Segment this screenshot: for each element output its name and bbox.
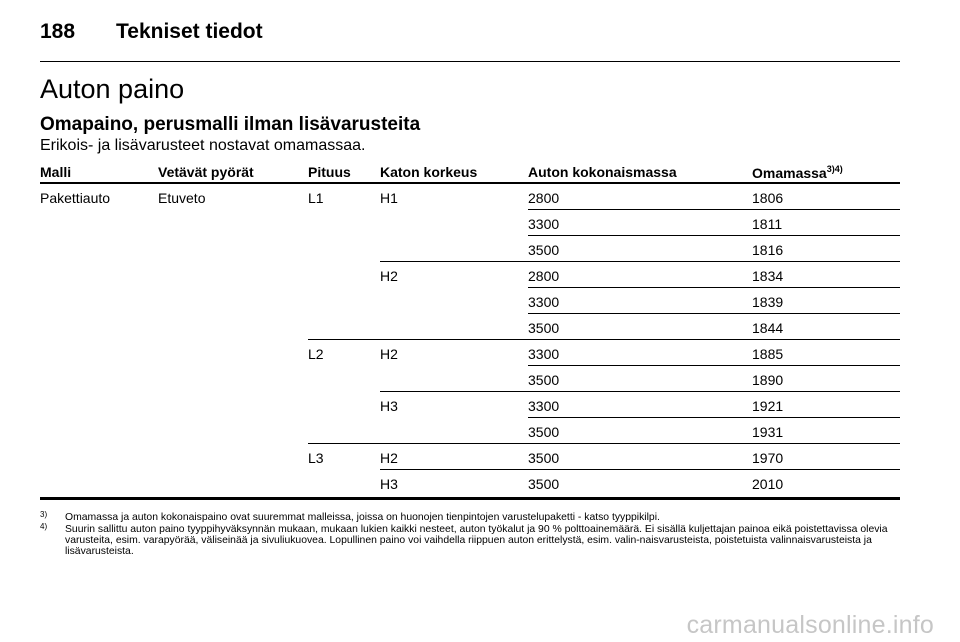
- omamassa-footnote-refs: 3)4): [826, 164, 843, 174]
- cell-omamassa: 1816: [752, 242, 784, 258]
- row-divider: [528, 209, 900, 210]
- cell-omamassa: 2010: [752, 476, 784, 492]
- cell-kokonaismassa: 3300: [528, 398, 560, 414]
- cell-omamassa: 1844: [752, 320, 784, 336]
- cell-pituus: L2: [308, 346, 324, 362]
- footnote-mark: 4): [40, 522, 48, 531]
- row-divider: [528, 365, 900, 366]
- cell-omamassa: 1806: [752, 190, 784, 206]
- cell-omamassa: 1890: [752, 372, 784, 388]
- cell-kokonaismassa: 3500: [528, 372, 560, 388]
- row-divider: [528, 417, 900, 418]
- row-divider: [308, 339, 900, 340]
- section-title: Auton paino: [40, 74, 185, 104]
- column-header-omamassa: Omamassa3)4): [752, 164, 843, 181]
- row-divider: [380, 261, 900, 262]
- cell-vetavat-pyorat: Etuveto: [158, 190, 206, 206]
- cell-omamassa: 1839: [752, 294, 784, 310]
- cell-omamassa: 1811: [752, 216, 783, 232]
- cell-omamassa: 1931: [752, 424, 784, 440]
- watermark: carmanualsonline.info: [686, 611, 934, 639]
- footnote-mark: 3): [40, 510, 48, 519]
- cell-katon-korkeus: H2: [380, 346, 398, 362]
- cell-kokonaismassa: 2800: [528, 268, 560, 284]
- cell-omamassa: 1921: [752, 398, 784, 414]
- footnote-4: 4) Suurin sallittu auton paino tyyppihyv…: [40, 522, 900, 557]
- cell-omamassa: 1885: [752, 346, 784, 362]
- cell-kokonaismassa: 3500: [528, 320, 560, 336]
- omamassa-label: Omamassa: [752, 165, 827, 181]
- cell-katon-korkeus: H1: [380, 190, 398, 206]
- cell-pituus: L3: [308, 450, 324, 466]
- intro-text: Erikois- ja lisävarusteet nostavat omama…: [40, 137, 366, 154]
- row-divider: [380, 469, 900, 470]
- cell-katon-korkeus: H2: [380, 268, 398, 284]
- cell-kokonaismassa: 3300: [528, 294, 560, 310]
- table-body: Pakettiauto Etuveto L1 L2 L3 H1 H2 H2 H3…: [40, 184, 900, 500]
- footnote-3: 3) Omamassa ja auton kokonaispaino ovat …: [40, 510, 900, 523]
- column-header-kokonaismassa: Auton kokonaismassa: [528, 164, 677, 180]
- column-header-vetavat-pyorat: Vetävät pyörät: [158, 164, 254, 180]
- cell-pituus: L1: [308, 190, 324, 206]
- column-header-pituus: Pituus: [308, 164, 351, 180]
- cell-malli: Pakettiauto: [40, 190, 111, 206]
- cell-kokonaismassa: 2800: [528, 190, 560, 206]
- column-header-katon-korkeus: Katon korkeus: [380, 164, 478, 180]
- table-header: Malli Vetävät pyörät Pituus Katon korkeu…: [40, 162, 900, 184]
- row-divider: [528, 313, 900, 314]
- row-divider: [308, 443, 900, 444]
- cell-kokonaismassa: 3500: [528, 242, 560, 258]
- footnote-text: Suurin sallittu auton paino tyyppihyväks…: [65, 524, 888, 557]
- cell-kokonaismassa: 3500: [528, 450, 560, 466]
- cell-kokonaismassa: 3500: [528, 424, 560, 440]
- page-header: 188 Tekniset tiedot: [40, 19, 900, 62]
- page-number: 188: [40, 20, 76, 43]
- cell-kokonaismassa: 3500: [528, 476, 560, 492]
- footnotes: 3) Omamassa ja auton kokonaispaino ovat …: [40, 510, 900, 558]
- footnote-text: Omamassa ja auton kokonaispaino ovat suu…: [65, 512, 660, 523]
- cell-kokonaismassa: 3300: [528, 216, 560, 232]
- cell-katon-korkeus: H3: [380, 476, 398, 492]
- column-header-malli: Malli: [40, 164, 72, 180]
- cell-kokonaismassa: 3300: [528, 346, 560, 362]
- row-divider: [380, 391, 900, 392]
- cell-katon-korkeus: H3: [380, 398, 398, 414]
- cell-omamassa: 1834: [752, 268, 784, 284]
- row-divider: [528, 287, 900, 288]
- weight-table: Malli Vetävät pyörät Pituus Katon korkeu…: [40, 162, 900, 500]
- row-divider: [528, 235, 900, 236]
- subsection-title: Omapaino, perusmalli ilman lisävarusteit…: [40, 114, 421, 135]
- cell-omamassa: 1970: [752, 450, 784, 466]
- cell-katon-korkeus: H2: [380, 450, 398, 466]
- chapter-title: Tekniset tiedot: [116, 20, 263, 43]
